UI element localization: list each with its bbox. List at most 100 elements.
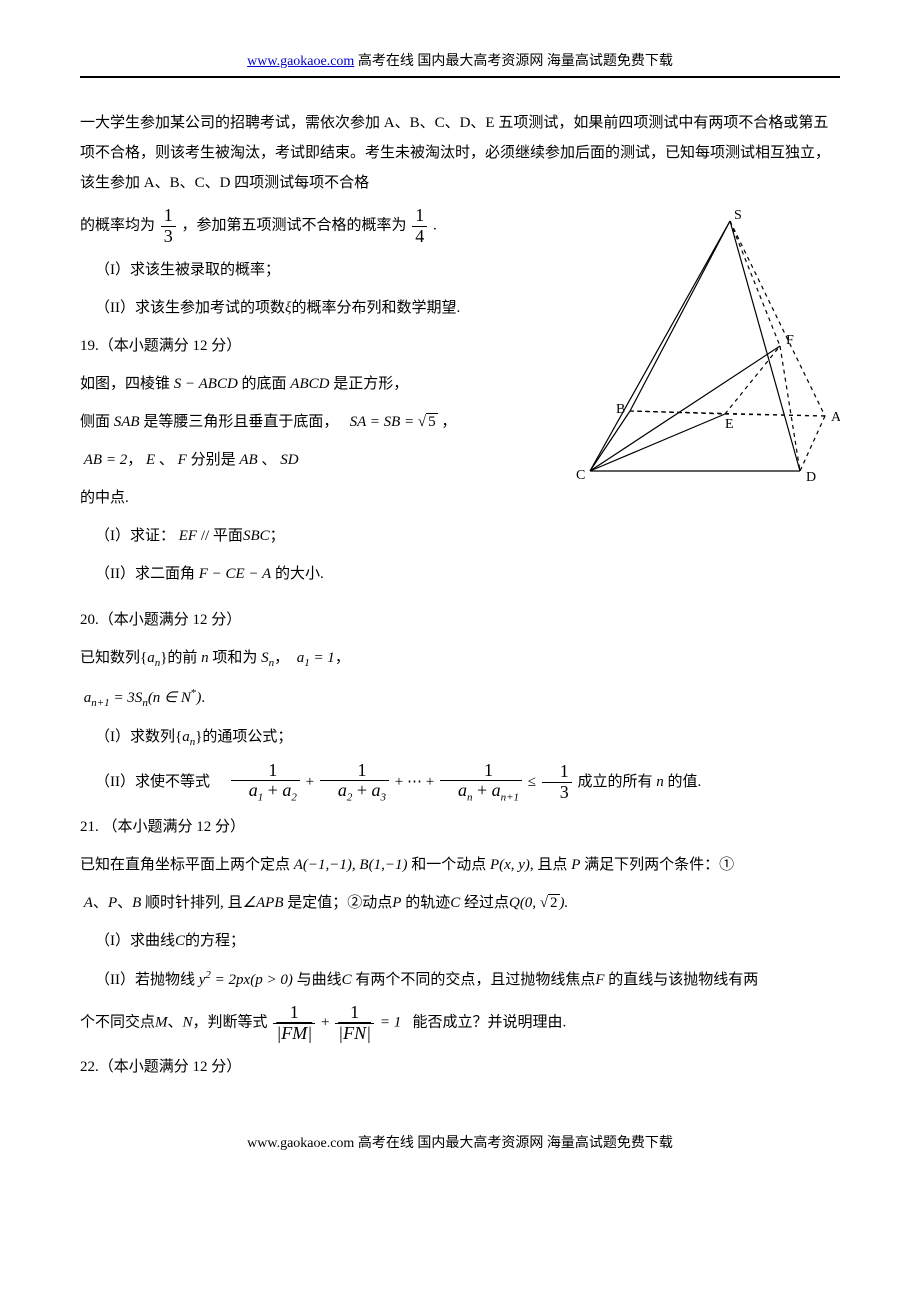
math: EF (179, 528, 197, 544)
math: B (132, 895, 141, 911)
page-footer: www.gaokaoe.com 高考在线 国内最大高考资源网 海量高试题免费下载 (80, 1132, 840, 1152)
math: A(−1,−1), B(1,−1) (294, 857, 408, 873)
text: 、 (155, 452, 174, 468)
text: （II）若抛物线 (95, 972, 195, 988)
math: SA = SB = (350, 414, 415, 430)
text: 和一个动点 (411, 857, 486, 873)
math: = 1 (310, 650, 335, 666)
text: 有两个不同的交点，且过抛物线焦点 (355, 972, 595, 988)
text: 的大小. (275, 566, 324, 582)
text: 的概率分布列和数学期望. (291, 300, 460, 316)
math: N (183, 1015, 193, 1031)
header-link[interactable]: www.gaokaoe.com (247, 54, 354, 69)
text: 与曲线 (297, 972, 342, 988)
q19-part2: （II）求二面角 F − CE − A 的大小. (80, 559, 840, 589)
q22-heading: 22.（本小题满分 12 分） (80, 1052, 840, 1082)
denom: an + an+1 (440, 781, 522, 804)
q21-heading: 21. （本小题满分 12 分） (80, 812, 840, 842)
svg-text:E: E (725, 417, 734, 432)
pyramid-svg: SABCDEF (570, 206, 840, 486)
text: ， (441, 414, 456, 430)
svg-text:B: B (616, 402, 625, 417)
denom: 3 (161, 227, 176, 247)
math: P(x, y) (490, 857, 530, 873)
math: (n ∈ N (148, 690, 191, 706)
math: F (178, 452, 187, 468)
math: M (155, 1015, 168, 1031)
numer: 1 (335, 1003, 374, 1024)
q20-heading: 20.（本小题满分 12 分） (80, 605, 840, 635)
q20-part1: （I）求数列{an}的通项公式； (80, 722, 840, 753)
math: F (595, 972, 604, 988)
dots: + ⋯ + (395, 774, 438, 790)
text: }的通项公式； (195, 729, 292, 745)
q21-part1: （I）求曲线C的方程； (80, 926, 840, 956)
pyramid-diagram: SABCDEF (570, 206, 840, 497)
text: 项和为 (212, 650, 257, 666)
math: S − ABCD (174, 376, 238, 392)
math: SD (280, 452, 298, 468)
header-text: 高考在线 国内最大高考资源网 海量高试题免费下载 (354, 54, 673, 69)
text: （II）求该生参加考试的项数 (95, 300, 285, 316)
page-header: www.gaokaoe.com 高考在线 国内最大高考资源网 海量高试题免费下载 (80, 50, 840, 70)
text: 的轨迹 (405, 895, 450, 911)
denom: |FN| (335, 1024, 374, 1044)
eq: = 1 (380, 1015, 401, 1031)
text: 是等腰三角形且垂直于底面， (143, 414, 338, 430)
frac-fn: 1 |FN| (335, 1003, 374, 1044)
a: a (147, 650, 155, 666)
text: 的直线与该抛物线有两 (608, 972, 758, 988)
text: 平面 (213, 528, 243, 544)
numer: 1 (273, 1003, 315, 1024)
fraction-1-4: 1 4 (412, 206, 427, 247)
math: A (84, 895, 93, 911)
text: , 且点 (530, 857, 568, 873)
plus: + (321, 1015, 333, 1031)
text: （I）求数列{ (95, 729, 182, 745)
text: 是正方形， (333, 376, 408, 392)
math: C (175, 933, 185, 949)
text: （I）求曲线 (95, 933, 175, 949)
math: SAB (114, 414, 140, 430)
text: 如图，四棱锥 (80, 376, 170, 392)
numer: 1 (161, 206, 176, 227)
text: 已知数列{ (80, 650, 147, 666)
denom: a1 + a2 (231, 781, 300, 804)
denom: a2 + a3 (320, 781, 389, 804)
text: 、 (117, 895, 132, 911)
math: C (342, 972, 352, 988)
text: 的底面 (242, 376, 287, 392)
math: P (108, 895, 117, 911)
text: 、 (93, 895, 108, 911)
text: 、 (258, 452, 277, 468)
svg-text:C: C (576, 468, 585, 483)
text: . (201, 690, 205, 706)
math: ∠APB (243, 895, 284, 911)
svg-text:A: A (831, 410, 840, 425)
numer: 1 (412, 206, 427, 227)
denom: 4 (412, 227, 427, 247)
q20-recurrence: an+1 = 3Sn(n ∈ N*). (80, 682, 840, 714)
text: ，参加第五项测试不合格的概率为 (182, 218, 407, 234)
text: 的值. (668, 774, 702, 790)
text: （I）求证： (95, 528, 175, 544)
sub: n+1 (91, 697, 109, 709)
sqrt-arg: 2 (548, 894, 560, 911)
text: . (433, 218, 437, 234)
math: = 2px(p > 0) (211, 972, 293, 988)
fraction-1-3: 1 3 (161, 206, 176, 247)
fm-fn-eq: 1 |FM| + 1 |FN| = 1 (271, 1003, 401, 1044)
text: 满足下列两个条件：① (584, 857, 734, 873)
math: AB = 2 (84, 452, 127, 468)
text: 个不同交点 (80, 1015, 155, 1031)
math: SBC (243, 528, 270, 544)
a: a (182, 729, 190, 745)
denom: |FM| (273, 1024, 315, 1044)
math: Q(0, (509, 895, 540, 911)
content: 一大学生参加某公司的招聘考试，需依次参加 A、B、C、D、E 五项测试，如果前四… (80, 108, 840, 1082)
svg-text:S: S (734, 208, 742, 223)
q21-lastline: 个不同交点M、N，判断等式 1 |FM| + 1 |FN| = 1 能否成立？并… (80, 1003, 840, 1044)
text: 顺时针排列, 且 (145, 895, 243, 911)
denom: 3 (542, 783, 572, 803)
numer: 1 (231, 761, 300, 782)
